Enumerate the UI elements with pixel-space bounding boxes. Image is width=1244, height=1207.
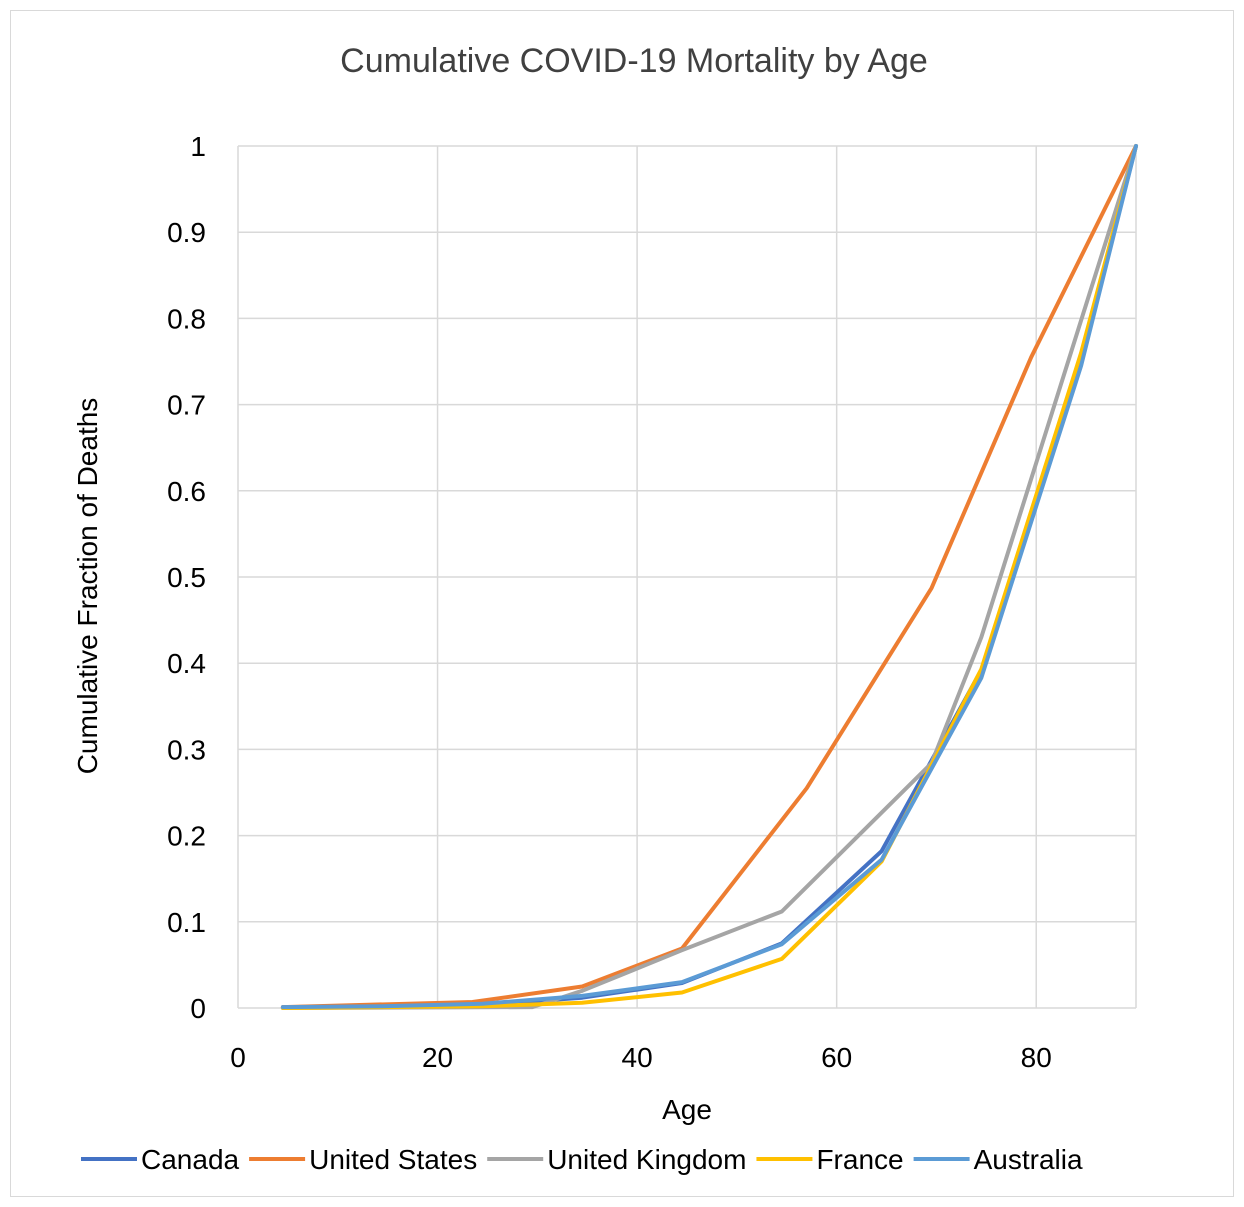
y-tick-label: 0.8	[167, 303, 206, 334]
y-tick-label: 0.6	[167, 476, 206, 507]
chart-frame: Cumulative COVID-19 Mortality by Age 0 0.…	[10, 10, 1234, 1197]
y-tick-label: 0.5	[167, 562, 206, 593]
y-tick-label: 0	[190, 993, 206, 1024]
legend-label-united-states: United States	[309, 1144, 477, 1175]
x-tick-label: 60	[821, 1042, 852, 1073]
legend-label-united-kingdom: United Kingdom	[547, 1144, 746, 1175]
y-tick-label: 0.9	[167, 217, 206, 248]
x-tick-label: 40	[622, 1042, 653, 1073]
y-tick-label: 0.1	[167, 907, 206, 938]
y-tick-label: 0.7	[167, 390, 206, 421]
series-line-australia	[280, 144, 1138, 1010]
legend-label-australia: Australia	[974, 1144, 1083, 1175]
line-chart: Cumulative COVID-19 Mortality by Age 0 0.…	[72, 42, 1138, 1175]
y-axis-label: Cumulative Fraction of Deaths	[72, 398, 103, 775]
y-tick-label: 0.2	[167, 821, 206, 852]
series-line-united-states	[280, 144, 1138, 1010]
y-tick-label: 1	[190, 131, 206, 162]
x-axis-ticks: 0 20 40 60 80	[230, 1042, 1052, 1073]
grid	[237, 145, 1137, 1009]
legend-label-france: France	[816, 1144, 903, 1175]
series-lines	[280, 144, 1138, 1010]
y-tick-label: 0.3	[167, 734, 206, 765]
legend-label-canada: Canada	[141, 1144, 240, 1175]
y-tick-label: 0.4	[167, 648, 206, 679]
x-axis-label: Age	[662, 1094, 712, 1125]
legend: Canada United States United Kingdom France A…	[81, 1144, 1083, 1175]
x-tick-label: 0	[230, 1042, 246, 1073]
x-tick-label: 20	[422, 1042, 453, 1073]
y-axis-ticks: 0 0.1 0.2 0.3 0.4 0.5 0.6 0.7 0.8 0.9 1	[167, 131, 206, 1024]
x-tick-label: 80	[1021, 1042, 1052, 1073]
chart-title: Cumulative COVID-19 Mortality by Age	[340, 42, 928, 80]
